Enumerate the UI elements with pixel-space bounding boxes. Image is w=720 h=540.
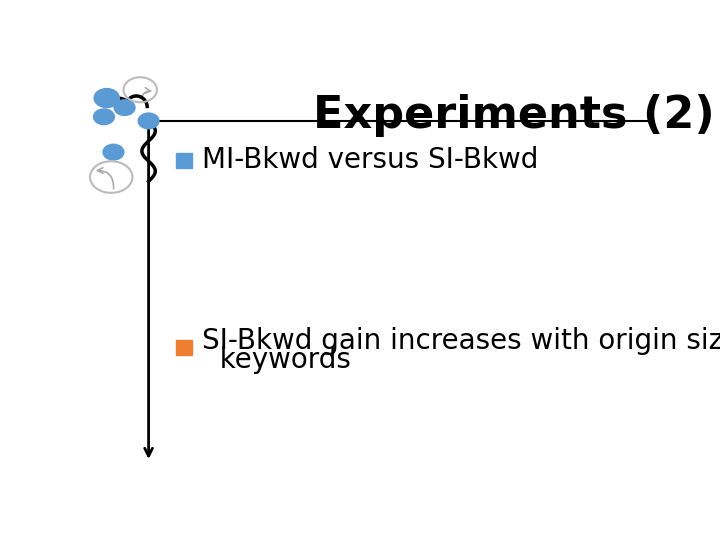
Circle shape [104, 145, 124, 160]
Bar [176, 340, 192, 355]
Circle shape [94, 109, 114, 124]
Circle shape [94, 89, 119, 107]
Text: MI-Bkwd versus SI-Bkwd: MI-Bkwd versus SI-Bkwd [202, 146, 538, 174]
Circle shape [138, 113, 158, 129]
Circle shape [114, 100, 135, 115]
Text: Experiments (2): Experiments (2) [313, 94, 715, 137]
Text: keywords: keywords [202, 346, 351, 374]
Text: SI-Bkwd gain increases with origin size, #: SI-Bkwd gain increases with origin size,… [202, 327, 720, 355]
Bar [176, 153, 192, 168]
